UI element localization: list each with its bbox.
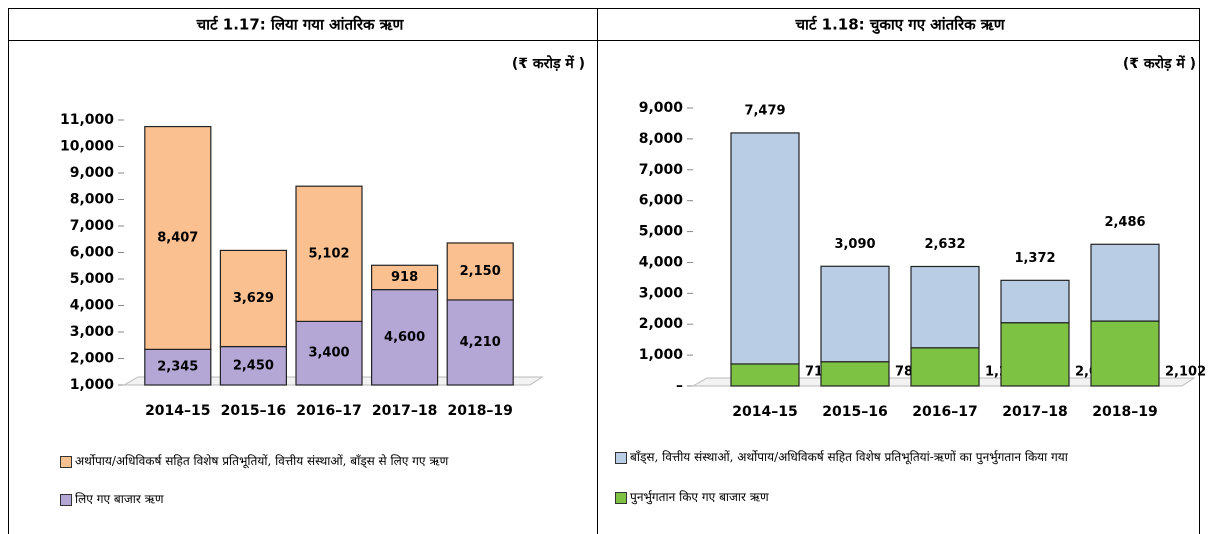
legend-entry: लिए गए बाजार ऋण — [60, 492, 580, 507]
value-label: 1,372 — [1014, 251, 1055, 266]
y-tick-label: 2,000 — [639, 316, 684, 332]
x-tick-label: 2016–17 — [912, 404, 977, 420]
legend-label: पुनर्भुगतान किए गए बाजार ऋण — [630, 490, 769, 504]
bar-segment — [910, 347, 980, 387]
unit-label: (₹ करोड़ में ) — [1123, 55, 1196, 72]
legend-swatch — [60, 494, 72, 506]
legend-label: बॉंड्स, वित्तीय संस्थाओं, अर्थोपाय/अधिवि… — [630, 450, 1068, 464]
y-tick-label: 6,000 — [70, 245, 115, 261]
value-label-bg — [382, 329, 428, 345]
legend-label: लिए गए बाजार ऋण — [75, 492, 164, 506]
x-tick-label: 2018–19 — [1092, 404, 1157, 420]
legend-entry: अर्थोपाय/अधिविकर्ष सहित विशेष प्रतिभूतिय… — [60, 454, 580, 469]
value-label-bg — [457, 263, 503, 279]
y-tick-label: 8,000 — [70, 192, 115, 208]
chart-title: चार्ट 1.18: चुकाए गए आंतरिक ऋण — [794, 16, 1005, 35]
value-label-bg — [230, 290, 276, 306]
bar-segment — [1000, 322, 1070, 387]
value-label: 2,632 — [924, 237, 965, 252]
value-label: 3,629 — [233, 291, 274, 306]
legend-label: अर्थोपाय/अधिविकर्ष सहित विशेष प्रतिभूतिय… — [75, 454, 449, 468]
y-tick-label: 7,000 — [639, 162, 684, 178]
value-label: 918 — [391, 270, 418, 285]
value-label-bg — [230, 358, 276, 374]
legend-swatch — [615, 452, 627, 464]
x-tick-label: 2017–18 — [372, 403, 437, 419]
value-label: 2,345 — [157, 360, 198, 375]
value-label: 4,210 — [460, 335, 501, 350]
bar-segment — [730, 363, 800, 387]
value-label-bg — [457, 334, 503, 350]
value-label-bg — [155, 230, 201, 246]
y-tick-label: 4,000 — [639, 254, 684, 270]
y-tick-label: 9,000 — [639, 100, 684, 116]
y-tick-label: 3,000 — [70, 324, 115, 340]
y-tick-label: 11,000 — [60, 112, 114, 128]
y-tick-label: 2,000 — [70, 351, 115, 367]
value-label: 2,486 — [1104, 215, 1145, 230]
y-tick-label: 1,000 — [70, 377, 115, 393]
value-label: 2,450 — [233, 358, 274, 373]
legend-entry: पुनर्भुगतान किए गए बाजार ऋण — [615, 490, 1185, 505]
legend-swatch — [615, 492, 627, 504]
y-tick-label: 6,000 — [639, 193, 684, 209]
value-label-bg — [389, 269, 421, 285]
bar-segment — [1090, 243, 1160, 322]
value-label: 4,600 — [384, 330, 425, 345]
value-label: 5,102 — [308, 246, 349, 261]
x-tick-label: 2016–17 — [296, 403, 361, 419]
bar-segment — [1000, 279, 1070, 324]
x-tick-label: 2015–16 — [822, 404, 887, 420]
value-label: 2,102 — [1165, 365, 1206, 380]
bar-segment — [820, 265, 890, 363]
legend-swatch — [60, 456, 72, 468]
y-tick-label: 8,000 — [639, 131, 684, 147]
y-tick-label: 4,000 — [70, 298, 115, 314]
value-label-bg — [155, 359, 201, 375]
y-tick-label: 1,000 — [639, 347, 684, 363]
bar-segment — [820, 361, 890, 387]
x-tick-label: 2014–15 — [732, 404, 797, 420]
value-label: 3,400 — [308, 346, 349, 361]
x-tick-label: 2014–15 — [145, 403, 210, 419]
y-tick-label: 5,000 — [70, 271, 115, 287]
value-label-bg — [306, 246, 352, 262]
x-tick-label: 2015–16 — [221, 403, 286, 419]
chart-title: चार्ट 1.17: लिया गया आंतरिक ऋण — [196, 16, 405, 34]
value-label: 2,150 — [460, 264, 501, 279]
y-tick-label: 5,000 — [639, 224, 684, 240]
y-tick-label: 9,000 — [70, 165, 115, 181]
value-label: 8,407 — [157, 230, 198, 245]
value-label: 7,479 — [744, 103, 785, 118]
bar-segment — [1090, 320, 1160, 387]
bar-segment — [730, 132, 800, 365]
value-label-bg — [306, 345, 352, 361]
legend-entry: बॉंड्स, वित्तीय संस्थाओं, अर्थोपाय/अधिवि… — [615, 450, 1185, 465]
value-label: 3,090 — [834, 237, 875, 252]
frame — [8, 8, 1200, 534]
y-tick-label: 10,000 — [60, 139, 114, 155]
x-tick-label: 2018–19 — [447, 403, 512, 419]
unit-label: (₹ करोड़ में ) — [512, 55, 585, 72]
y-tick-label: 3,000 — [639, 285, 684, 301]
y-tick-label: 7,000 — [70, 218, 115, 234]
x-tick-label: 2017–18 — [1002, 404, 1067, 420]
y-tick-label: – — [676, 378, 683, 394]
bar-segment — [910, 265, 980, 349]
